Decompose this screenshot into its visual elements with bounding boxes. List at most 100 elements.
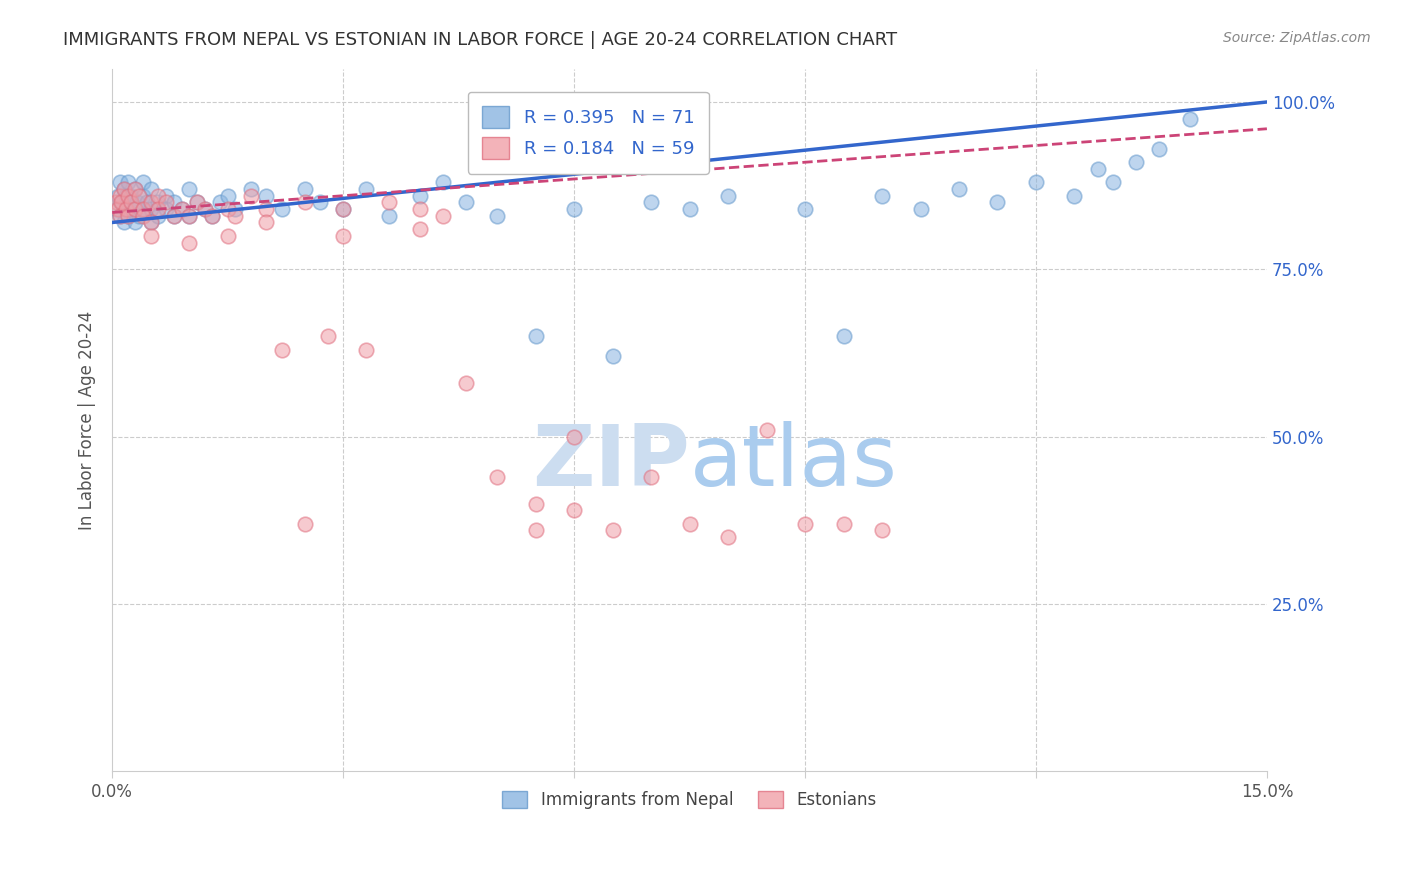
- Point: [755, 423, 778, 437]
- Point: [1063, 188, 1085, 202]
- Point: [409, 222, 432, 236]
- Point: [163, 209, 186, 223]
- Point: [139, 182, 162, 196]
- Point: [562, 430, 585, 444]
- Point: [409, 202, 432, 216]
- Point: [1178, 112, 1201, 126]
- Point: [125, 195, 148, 210]
- Point: [186, 195, 208, 210]
- Point: [832, 329, 855, 343]
- Point: [163, 195, 186, 210]
- Point: [139, 228, 162, 243]
- Point: [254, 202, 277, 216]
- Point: [112, 182, 135, 196]
- Point: [254, 188, 277, 202]
- Point: [124, 202, 146, 216]
- Point: [794, 202, 817, 216]
- Point: [107, 202, 129, 216]
- Point: [179, 209, 201, 223]
- Point: [332, 228, 354, 243]
- Point: [105, 195, 128, 210]
- Point: [486, 209, 509, 223]
- Point: [139, 195, 162, 210]
- Point: [948, 182, 970, 196]
- Point: [270, 202, 292, 216]
- Point: [294, 182, 316, 196]
- Point: [1125, 155, 1147, 169]
- Point: [1147, 142, 1170, 156]
- Legend: Immigrants from Nepal, Estonians: Immigrants from Nepal, Estonians: [496, 784, 883, 816]
- Point: [524, 329, 547, 343]
- Point: [117, 209, 139, 223]
- Point: [108, 175, 131, 189]
- Point: [112, 215, 135, 229]
- Point: [118, 195, 141, 210]
- Point: [179, 209, 201, 223]
- Point: [356, 182, 378, 196]
- Point: [124, 202, 146, 216]
- Point: [132, 188, 155, 202]
- Point: [208, 195, 231, 210]
- Point: [524, 524, 547, 538]
- Point: [110, 195, 132, 210]
- Point: [1102, 175, 1125, 189]
- Point: [112, 182, 135, 196]
- Point: [378, 209, 401, 223]
- Point: [132, 202, 155, 216]
- Point: [108, 209, 131, 223]
- Point: [562, 202, 585, 216]
- Point: [640, 195, 662, 210]
- Point: [294, 516, 316, 531]
- Point: [139, 215, 162, 229]
- Point: [332, 202, 354, 216]
- Point: [316, 329, 339, 343]
- Point: [117, 188, 139, 202]
- Point: [217, 188, 239, 202]
- Point: [128, 188, 150, 202]
- Point: [201, 209, 224, 223]
- Text: IMMIGRANTS FROM NEPAL VS ESTONIAN IN LABOR FORCE | AGE 20-24 CORRELATION CHART: IMMIGRANTS FROM NEPAL VS ESTONIAN IN LAB…: [63, 31, 897, 49]
- Point: [524, 497, 547, 511]
- Point: [194, 202, 217, 216]
- Point: [409, 188, 432, 202]
- Text: Source: ZipAtlas.com: Source: ZipAtlas.com: [1223, 31, 1371, 45]
- Point: [870, 188, 893, 202]
- Point: [139, 215, 162, 229]
- Point: [128, 209, 150, 223]
- Point: [224, 209, 246, 223]
- Point: [456, 376, 478, 391]
- Point: [239, 182, 262, 196]
- Point: [270, 343, 292, 357]
- Text: atlas: atlas: [689, 421, 897, 504]
- Point: [239, 188, 262, 202]
- Point: [640, 470, 662, 484]
- Point: [121, 188, 143, 202]
- Point: [217, 228, 239, 243]
- Point: [170, 202, 193, 216]
- Point: [332, 202, 354, 216]
- Point: [986, 195, 1008, 210]
- Point: [155, 188, 177, 202]
- Point: [562, 503, 585, 517]
- Point: [224, 202, 246, 216]
- Point: [179, 182, 201, 196]
- Point: [155, 195, 177, 210]
- Point: [356, 343, 378, 357]
- Y-axis label: In Labor Force | Age 20-24: In Labor Force | Age 20-24: [79, 310, 96, 530]
- Point: [148, 195, 170, 210]
- Point: [432, 175, 454, 189]
- Point: [870, 524, 893, 538]
- Point: [217, 202, 239, 216]
- Point: [132, 209, 155, 223]
- Point: [107, 188, 129, 202]
- Point: [486, 470, 509, 484]
- Point: [294, 195, 316, 210]
- Point: [117, 202, 139, 216]
- Point: [602, 524, 624, 538]
- Point: [179, 235, 201, 250]
- Point: [110, 195, 132, 210]
- Point: [135, 195, 157, 210]
- Point: [108, 188, 131, 202]
- Point: [254, 215, 277, 229]
- Point: [378, 195, 401, 210]
